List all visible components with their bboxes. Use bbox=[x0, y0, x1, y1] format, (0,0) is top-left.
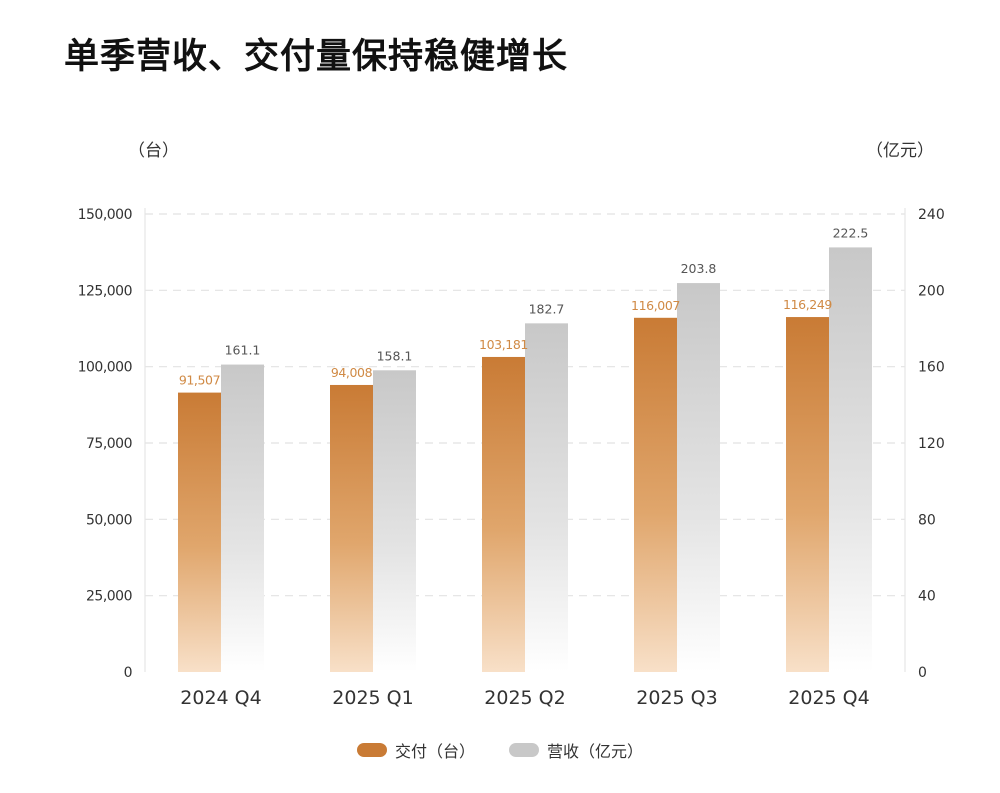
right-tick-label: 80 bbox=[918, 512, 936, 528]
right-axis-unit: （亿元） bbox=[866, 141, 934, 161]
data-label-deliveries: 94,008 bbox=[331, 365, 373, 380]
x-tick-label: 2025 Q3 bbox=[636, 687, 717, 709]
x-tick-label: 2025 Q1 bbox=[332, 687, 413, 709]
bar-revenue bbox=[829, 247, 872, 673]
right-tick-label: 200 bbox=[918, 283, 945, 299]
page-title: 单季营收、交付量保持稳健增长 bbox=[64, 37, 569, 77]
left-tick-label: 100,000 bbox=[78, 360, 132, 376]
x-tick-label: 2025 Q4 bbox=[788, 687, 869, 709]
data-label-revenue: 222.5 bbox=[833, 225, 869, 240]
legend-swatch bbox=[356, 743, 387, 757]
right-tick-label: 0 bbox=[918, 665, 927, 681]
data-label-revenue: 158.1 bbox=[377, 348, 413, 363]
left-tick-label: 50,000 bbox=[86, 512, 132, 528]
data-label-revenue: 203.8 bbox=[681, 261, 717, 276]
left-tick-label: 25,000 bbox=[86, 589, 132, 605]
left-tick-label: 125,000 bbox=[78, 283, 132, 299]
data-label-deliveries: 103,181 bbox=[479, 337, 528, 352]
right-tick-label: 120 bbox=[918, 436, 945, 452]
legend-label: 营收（亿元） bbox=[547, 742, 644, 761]
bar-deliveries bbox=[786, 317, 829, 672]
data-label-deliveries: 116,249 bbox=[783, 297, 832, 312]
left-tick-label: 0 bbox=[124, 665, 132, 681]
legend-item-deliveries: 交付（台） bbox=[356, 738, 475, 762]
bar-deliveries bbox=[330, 384, 373, 672]
left-tick-label: 150,000 bbox=[78, 207, 132, 223]
right-tick-label: 160 bbox=[918, 360, 945, 376]
right-tick-label: 40 bbox=[918, 589, 936, 605]
bar-deliveries bbox=[178, 392, 221, 672]
x-tick-label: 2025 Q2 bbox=[484, 687, 565, 709]
right-tick-label: 240 bbox=[918, 207, 945, 223]
bar-deliveries bbox=[482, 356, 525, 672]
data-label-revenue: 182.7 bbox=[529, 301, 565, 316]
bar-revenue bbox=[677, 283, 720, 672]
data-label-deliveries: 91,507 bbox=[179, 373, 220, 388]
bar-deliveries bbox=[634, 317, 677, 672]
bar-revenue bbox=[525, 323, 568, 672]
left-axis-unit: （台） bbox=[128, 141, 179, 161]
left-tick-label: 75,000 bbox=[86, 436, 132, 452]
bar-revenue bbox=[221, 364, 264, 672]
legend-item-revenue: 营收（亿元） bbox=[509, 738, 643, 762]
legend-swatch bbox=[509, 743, 539, 757]
bar-revenue bbox=[373, 370, 416, 672]
data-label-revenue: 161.1 bbox=[225, 343, 261, 358]
legend-label: 交付（台） bbox=[394, 742, 475, 761]
data-label-deliveries: 116,007 bbox=[631, 298, 680, 313]
legend: 交付（台） 营收（亿元） bbox=[0, 738, 1000, 762]
x-tick-label: 2024 Q4 bbox=[180, 687, 261, 709]
